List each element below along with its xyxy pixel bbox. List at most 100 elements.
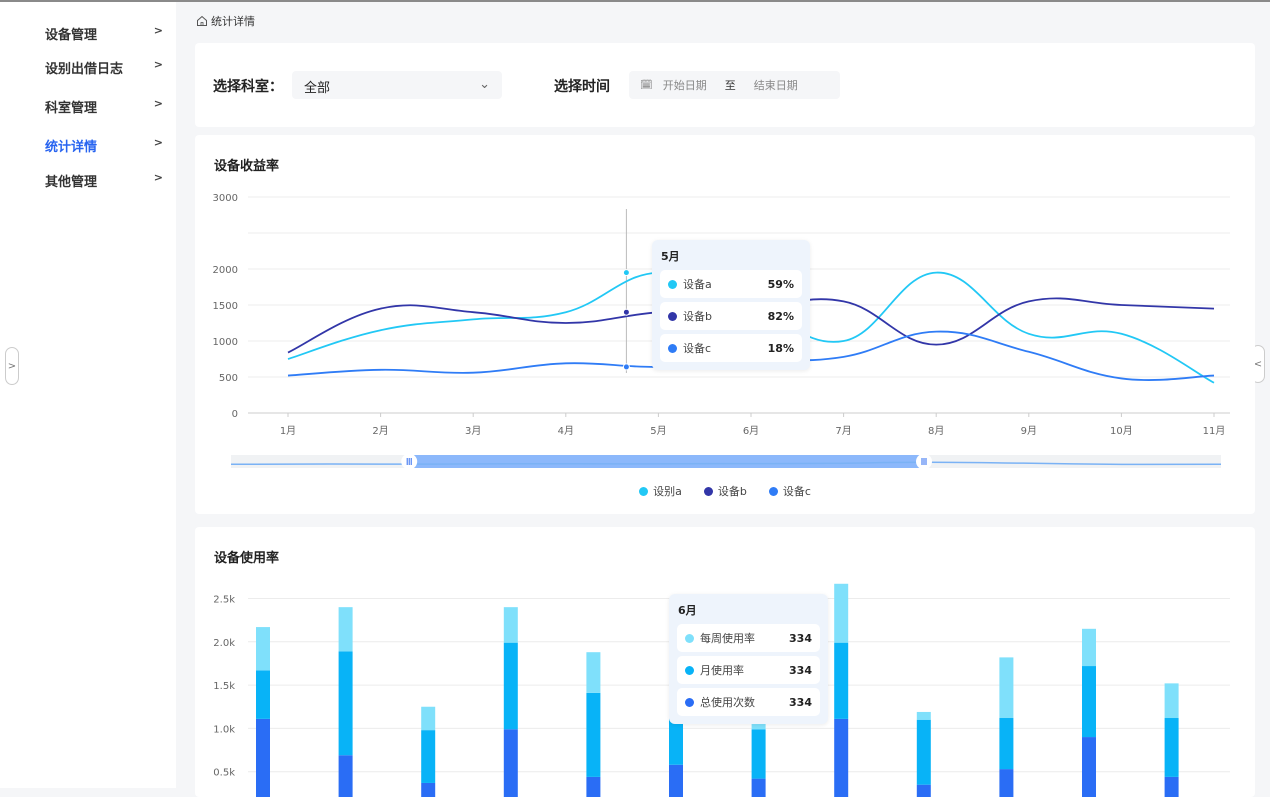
department-select[interactable]: 全部 ⌄ — [292, 71, 502, 99]
department-value: 全部 — [304, 81, 331, 96]
start-date-input[interactable]: 开始日期 — [662, 79, 707, 92]
sidebar-item-label: 统计详情 — [45, 140, 98, 155]
filter-card: 选择科室： 全部 ⌄ 选择时间 🗓 开始日期 至 结束日期 — [195, 43, 1255, 127]
tooltip-value: 18% — [767, 341, 794, 355]
x-tick-label: 9月 — [1021, 425, 1037, 437]
end-date-input[interactable]: 结束日期 — [753, 79, 798, 92]
line-legend: 设别a 设备b 设备c — [195, 483, 1255, 499]
x-tick-label: 6月 — [743, 425, 759, 437]
bar-每周使用率 — [338, 607, 353, 652]
bar-每周使用率 — [751, 718, 766, 730]
bar-月使用率 — [503, 642, 518, 730]
data-point — [622, 269, 630, 277]
bar-月使用率 — [751, 729, 766, 779]
tooltip-title: 5月 — [661, 250, 680, 263]
tooltip-value: 334 — [789, 631, 812, 645]
bar-月使用率 — [1164, 718, 1179, 777]
sidebar-item-label: 科室管理 — [45, 101, 98, 116]
line-tooltip: 5月 设备a 59% 设备b 82% 设备c 18% — [652, 240, 810, 370]
sidebar-item-label: 其他管理 — [45, 175, 98, 190]
x-tick-label: 3月 — [465, 425, 481, 437]
tooltip-name: 设备a — [683, 278, 712, 291]
y-tick-label: 1000 — [213, 337, 238, 348]
bar-月使用率 — [916, 719, 931, 785]
tooltip-name: 月使用率 — [700, 664, 744, 677]
calendar-icon: 🗓 — [640, 79, 653, 91]
bar-总使用次数 — [1082, 737, 1096, 797]
y-tick-label: 3000 — [213, 193, 238, 204]
tooltip-name: 总使用次数 — [700, 696, 755, 709]
legend-dot — [685, 633, 694, 643]
legend-item-b[interactable]: 设备b — [703, 483, 747, 499]
chevron-right-icon: > — [153, 136, 163, 149]
bar-总使用次数 — [999, 769, 1014, 797]
tooltip-value: 334 — [789, 695, 812, 709]
bar-月使用率 — [1082, 666, 1096, 738]
line-chart-card: 设备收益率 0 500 1000 1500 2000 3000 1月 2月 3月 4月 5月 6月 7月… — [195, 135, 1255, 514]
sidebar-item-statistics[interactable]: 统计详情 > — [45, 136, 163, 155]
bar-总使用次数 — [834, 718, 849, 797]
line-chart-title: 设备收益率 — [214, 159, 280, 174]
bar-每周使用率 — [256, 627, 270, 671]
y-tick-label: 0.5k — [213, 768, 235, 779]
bar-总使用次数 — [256, 718, 270, 797]
datazoom-selection — [409, 455, 924, 468]
tooltip-row: 月使用率 334 — [677, 656, 820, 684]
bar-总使用次数 — [503, 729, 518, 797]
legend-item-c[interactable]: 设备c — [768, 483, 811, 499]
sidebar: 设备管理 > 设别出借日志 > 科室管理 > 统计详情 > 其他管理 > — [0, 2, 176, 788]
data-point — [622, 363, 630, 371]
bar-总使用次数 — [421, 782, 436, 797]
tooltip-title: 6月 — [678, 604, 697, 617]
home-icon[interactable] — [196, 15, 208, 27]
x-tick-label: 8月 — [928, 425, 944, 437]
bar-每周使用率 — [421, 706, 436, 731]
y-tick-label: 2000 — [213, 265, 238, 276]
y-tick-label: 2.5k — [213, 595, 235, 606]
bar-月使用率 — [834, 642, 849, 719]
x-tick-label: 4月 — [558, 425, 574, 437]
tooltip-value: 82% — [767, 309, 794, 323]
chevron-right-icon: > — [153, 171, 163, 184]
tooltip-row: 设备b 82% — [660, 302, 802, 330]
breadcrumb-current[interactable]: 统计详情 — [211, 15, 255, 28]
bar-每周使用率 — [834, 583, 849, 643]
bar-月使用率 — [256, 670, 270, 719]
legend-dot — [685, 665, 694, 675]
bar-月使用率 — [586, 692, 601, 777]
legend-dot — [668, 311, 677, 321]
sidebar-item-label: 设备管理 — [45, 28, 98, 43]
y-tick-label: 0 — [232, 409, 238, 420]
y-tick-label: 1.0k — [213, 724, 235, 735]
line-chart[interactable]: 0 500 1000 1500 2000 3000 1月 2月 3月 4月 5月 6月 7月 8月 9月 10… — [195, 135, 1255, 514]
sidebar-item-device[interactable]: 设备管理 > — [45, 24, 163, 43]
tooltip-value: 334 — [789, 663, 812, 677]
x-tick-label: 2月 — [372, 425, 388, 437]
bar-总使用次数 — [916, 784, 931, 797]
sidebar-item-lend-log[interactable]: 设别出借日志 > — [45, 58, 163, 77]
tooltip-row: 设备a 59% — [660, 270, 802, 298]
x-tick-label: 10月 — [1110, 425, 1133, 437]
bar-chart-card: 设备使用率 0.5k 1.0k 1.5k 2.0k 2.5k 6月 每周使用率 334 月… — [195, 527, 1255, 797]
tooltip-row: 每周使用率 334 — [677, 624, 820, 652]
bar-chart-title: 设备使用率 — [214, 551, 280, 566]
legend-item-a[interactable]: 设别a — [639, 483, 682, 499]
bar-每周使用率 — [999, 657, 1014, 719]
sidebar-item-other[interactable]: 其他管理 > — [45, 171, 163, 190]
tooltip-row: 总使用次数 334 — [677, 688, 820, 716]
bar-月使用率 — [999, 718, 1014, 770]
y-tick-label: 500 — [219, 373, 238, 384]
y-tick-label: 1.5k — [213, 681, 235, 692]
bar-每周使用率 — [1082, 628, 1096, 667]
date-separator: 至 — [724, 79, 736, 92]
bar-总使用次数 — [1164, 776, 1179, 797]
sidebar-item-department[interactable]: 科室管理 > — [45, 97, 163, 116]
date-range-picker[interactable]: 🗓 开始日期 至 结束日期 — [629, 71, 840, 99]
tooltip-name: 每周使用率 — [700, 632, 755, 645]
y-tick-label: 2.0k — [213, 638, 235, 649]
legend-dot — [685, 697, 694, 707]
expand-sidebar-button[interactable]: > — [5, 347, 19, 385]
bar-tooltip: 6月 每周使用率 334 月使用率 334 总使用次数 334 — [669, 594, 828, 724]
bar-总使用次数 — [669, 764, 683, 797]
tooltip-value: 59% — [767, 277, 794, 291]
